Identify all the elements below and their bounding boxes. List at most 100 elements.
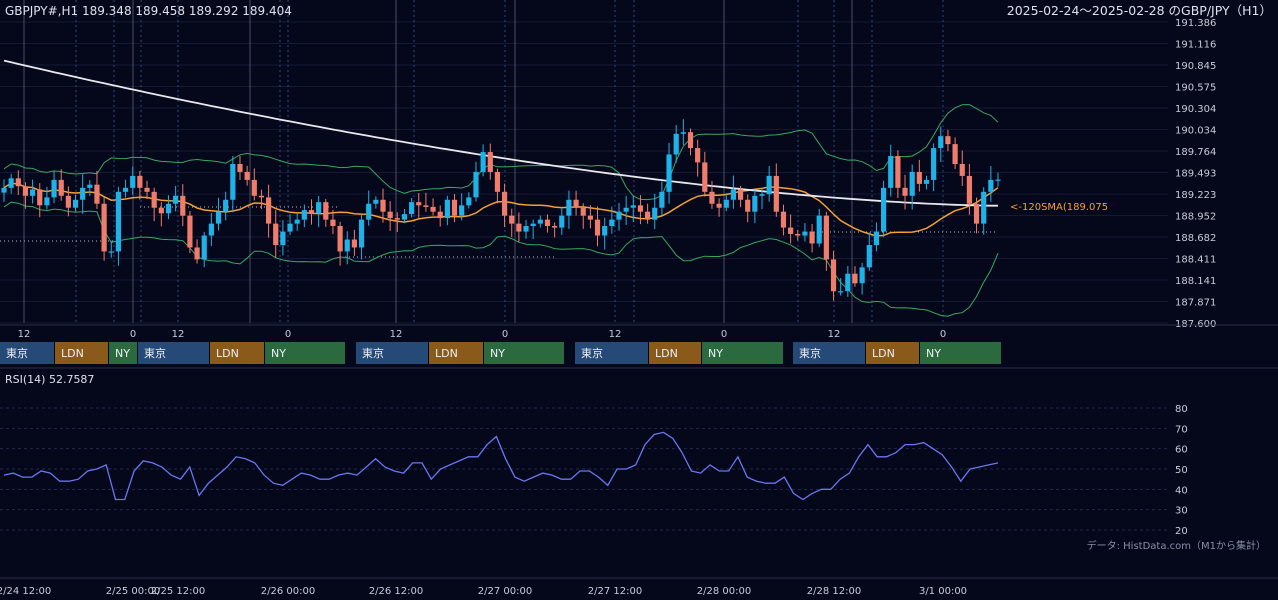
candle-body: [459, 205, 465, 216]
candle-body: [444, 199, 450, 219]
rsi-grid: [0, 407, 1168, 531]
session-label: NY: [490, 347, 505, 360]
candle-body: [366, 203, 372, 220]
session-label: 東京: [144, 346, 166, 360]
candle-body: [337, 226, 343, 252]
candle: [223, 191, 229, 221]
candle-body: [830, 259, 837, 292]
candle: [981, 187, 987, 235]
candle: [344, 231, 350, 265]
candle: [230, 155, 236, 213]
rsi-tick-label: 50: [1175, 465, 1188, 476]
moving-averages: [3, 59, 999, 237]
candle: [94, 170, 100, 210]
candle-body: [680, 132, 686, 134]
candle-body: [330, 219, 336, 227]
candle: [122, 179, 129, 198]
candle-body: [137, 175, 143, 188]
candle-body: [594, 219, 601, 236]
candle-body: [165, 203, 172, 214]
candle: [516, 212, 522, 242]
candle-body: [108, 251, 114, 253]
candle-body: [201, 235, 207, 260]
session-block: [920, 342, 1001, 364]
date-tick-label: 2/26 12:00: [369, 586, 423, 597]
candle-body: [473, 171, 479, 198]
candle-body: [687, 132, 694, 149]
candle-body: [130, 175, 136, 188]
candle: [594, 206, 601, 247]
candle-body: [87, 184, 93, 188]
candle: [630, 196, 636, 222]
session-label: NY: [926, 347, 941, 360]
candle-body: [409, 202, 415, 215]
candle: [709, 181, 715, 209]
candle: [44, 186, 50, 210]
date-tick-label: 2/28 00:00: [697, 586, 751, 597]
candle: [880, 180, 887, 238]
candle-body: [265, 197, 272, 224]
candle: [916, 159, 922, 192]
candle-body: [737, 189, 744, 200]
price-tick-label: 187.871: [1175, 297, 1216, 308]
candle-body: [173, 195, 179, 204]
candle: [466, 192, 472, 209]
price-tick-label: 191.116: [1175, 39, 1216, 50]
candle: [931, 143, 937, 192]
candle: [702, 151, 708, 197]
candle: [659, 181, 665, 216]
candle: [573, 190, 579, 216]
candle-body: [981, 191, 987, 224]
candle-body: [902, 187, 908, 196]
hour-axis: 12 0 12 0 12 0 12 0 12 0: [18, 329, 947, 340]
candle: [401, 209, 408, 224]
candle: [337, 221, 343, 266]
candle-body: [888, 156, 894, 188]
session-block: [210, 342, 264, 364]
session-block: [866, 342, 919, 364]
date-tick-label: 3/1 00:00: [919, 586, 967, 597]
candle: [416, 192, 422, 218]
candle: [108, 240, 114, 258]
candle: [623, 195, 629, 226]
session-block: [702, 342, 783, 364]
candle: [473, 161, 479, 202]
candle: [501, 183, 508, 228]
candle: [130, 166, 136, 195]
candle-body: [559, 215, 565, 228]
candle: [788, 214, 794, 244]
candle: [194, 239, 200, 264]
candle-body: [616, 211, 622, 220]
candle-body: [280, 231, 286, 246]
rsi-tick-label: 60: [1175, 445, 1188, 456]
candle: [137, 171, 143, 200]
hour-tick-label: 12: [18, 329, 31, 340]
candle: [280, 220, 286, 256]
candle-body: [880, 187, 887, 232]
candle-body: [416, 202, 422, 206]
candle-body: [244, 171, 250, 180]
candle-body: [430, 206, 436, 212]
candle-body: [487, 152, 493, 172]
candle: [666, 142, 672, 204]
candle: [866, 232, 872, 271]
session-label: 東京: [362, 346, 384, 360]
candle-body: [988, 179, 994, 192]
candle: [988, 166, 994, 202]
candle-body: [580, 207, 586, 216]
candle: [165, 195, 172, 220]
candle-body: [923, 179, 930, 184]
candle: [544, 214, 551, 233]
candle: [144, 180, 150, 199]
candle-body: [223, 199, 229, 212]
candle-body: [494, 171, 501, 192]
candle-body: [158, 207, 164, 214]
candle: [802, 222, 808, 242]
candle: [451, 194, 458, 223]
candle-body: [351, 239, 358, 248]
candle: [809, 223, 815, 253]
candle-body: [237, 163, 243, 172]
candle: [237, 155, 243, 181]
candle: [695, 139, 701, 177]
price-tick-label: 191.386: [1175, 18, 1216, 29]
